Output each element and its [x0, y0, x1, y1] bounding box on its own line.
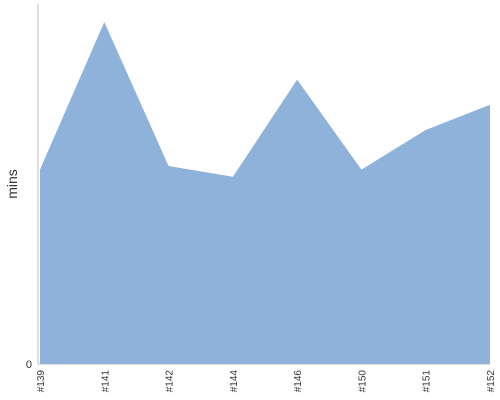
- x-tick-label: #141: [100, 370, 111, 393]
- y-tick-labels: 0: [26, 359, 32, 371]
- area-layer: [40, 22, 490, 364]
- x-tick-label: #139: [36, 370, 47, 393]
- x-tick-label: #146: [293, 370, 304, 393]
- x-tick-label: #152: [486, 370, 497, 393]
- y-axis-label: mins: [4, 169, 20, 199]
- x-tick-label: #150: [357, 370, 368, 393]
- y-tick-label: 0: [26, 359, 32, 371]
- x-tick-label: #142: [165, 370, 176, 393]
- x-tick-labels: #139 #141 #142 #144 #146 #150 #151 #152: [36, 370, 497, 393]
- area-series-0: [40, 22, 490, 364]
- x-tick-label: #151: [422, 370, 433, 393]
- x-tick-label: #144: [229, 370, 240, 393]
